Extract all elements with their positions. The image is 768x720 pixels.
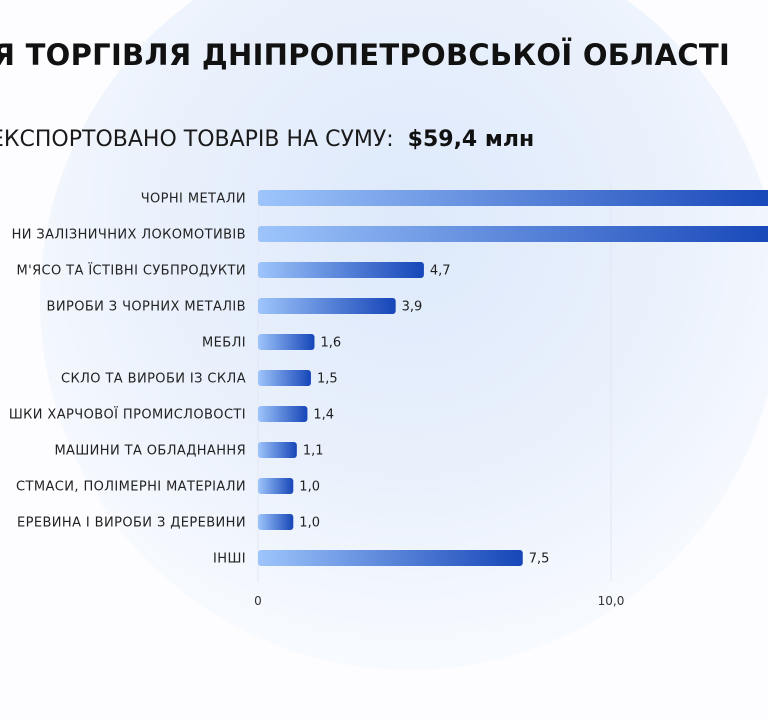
category-label: НИ ЗАЛІЗНИЧНИХ ЛОКОМОТИВІВ [12, 228, 246, 243]
export-summary-amount: $59,4 млн [407, 127, 535, 152]
bar [258, 442, 297, 458]
category-label: СКЛО ТА ВИРОБИ ІЗ СКЛА [61, 372, 246, 387]
data-label: 4,7 [430, 264, 451, 279]
category-label: ВИРОБИ З ЧОРНИХ МЕТАЛІВ [47, 300, 246, 315]
bar [258, 226, 768, 242]
export-summary-label: ЕКСПОРТОВАНО ТОВАРІВ НА СУМУ: [0, 127, 394, 152]
data-label: 1,5 [317, 372, 338, 387]
category-label: ІНШІ [213, 552, 246, 567]
data-label: 1,0 [299, 480, 320, 495]
bar [258, 550, 523, 566]
data-label: 1,4 [313, 408, 334, 423]
category-label: ЧОРНІ МЕТАЛИ [141, 192, 246, 207]
category-label: ЕРЕВИНА І ВИРОБИ З ДЕРЕВИНИ [17, 516, 246, 531]
category-label: МАШИНИ ТА ОБЛАДНАННЯ [54, 444, 246, 459]
category-label: ШКИ ХАРЧОВОЇ ПРОМИСЛОВОСТІ [9, 407, 246, 423]
bar [258, 298, 396, 314]
bar [258, 406, 308, 422]
bar [258, 334, 315, 350]
bar [258, 190, 768, 206]
export-summary: ЕКСПОРТОВАНО ТОВАРІВ НА СУМУ: $59,4 млн [0, 127, 534, 152]
data-label: 1,6 [320, 336, 341, 351]
bar [258, 478, 294, 494]
data-label: 7,5 [529, 552, 550, 567]
x-tick-label: 10,0 [598, 594, 625, 608]
data-label: 1,1 [303, 444, 324, 459]
category-label: МЕБЛІ [202, 336, 246, 351]
category-label: СТМАСИ, ПОЛІМЕРНІ МАТЕРІАЛИ [16, 480, 246, 495]
bar [258, 514, 294, 530]
bar [258, 370, 311, 386]
page-title: НЯ ТОРГІВЛЯ ДНІПРОПЕТРОВСЬКОЇ ОБЛАСТІ [0, 38, 731, 72]
x-tick-label: 0 [254, 594, 262, 608]
data-label: 1,0 [299, 516, 320, 531]
bar [258, 262, 424, 278]
category-label: М'ЯСО ТА ЇСТІВНІ СУБПРОДУКТИ [16, 263, 246, 279]
data-label: 3,9 [402, 300, 423, 315]
